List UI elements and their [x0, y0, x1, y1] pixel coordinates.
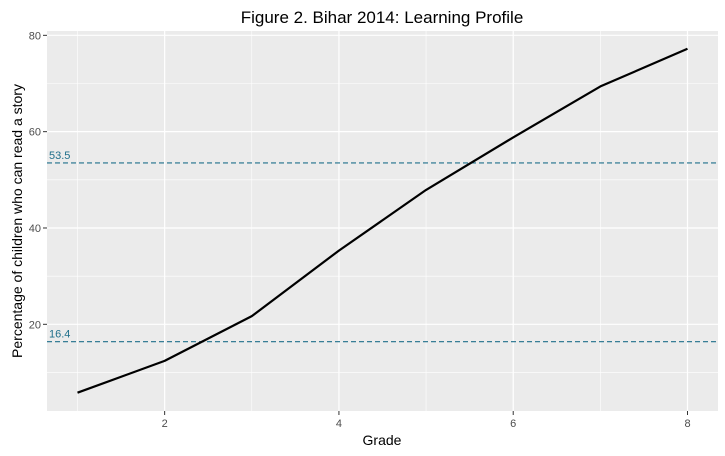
- reference-line-label: 53.5: [49, 150, 70, 162]
- y-tick-label: 80: [29, 30, 41, 42]
- y-axis-title: Percentage of children who can read a st…: [9, 84, 25, 358]
- y-tick-label: 40: [29, 223, 41, 235]
- x-tick-label: 6: [510, 418, 516, 430]
- x-tick-label: 2: [162, 418, 168, 430]
- x-tick-label: 4: [336, 418, 342, 430]
- x-tick-label: 8: [684, 418, 690, 430]
- grid-major: [47, 31, 718, 411]
- reference-line-label: 16.4: [49, 329, 70, 341]
- series-layer: [77, 47, 688, 394]
- y-axis-ticks: 20 40 60 80: [29, 30, 47, 331]
- chart-title: Figure 2. Bihar 2014: Learning Profile: [241, 8, 524, 27]
- reference-lines: 16.4 53.5: [47, 150, 718, 343]
- grid-minor: [47, 31, 718, 411]
- x-axis-ticks: 2 4 6 8: [162, 411, 691, 430]
- x-axis-title: Grade: [363, 432, 402, 448]
- series-line: [77, 47, 688, 394]
- y-tick-label: 20: [29, 319, 41, 331]
- y-tick-label: 60: [29, 127, 41, 139]
